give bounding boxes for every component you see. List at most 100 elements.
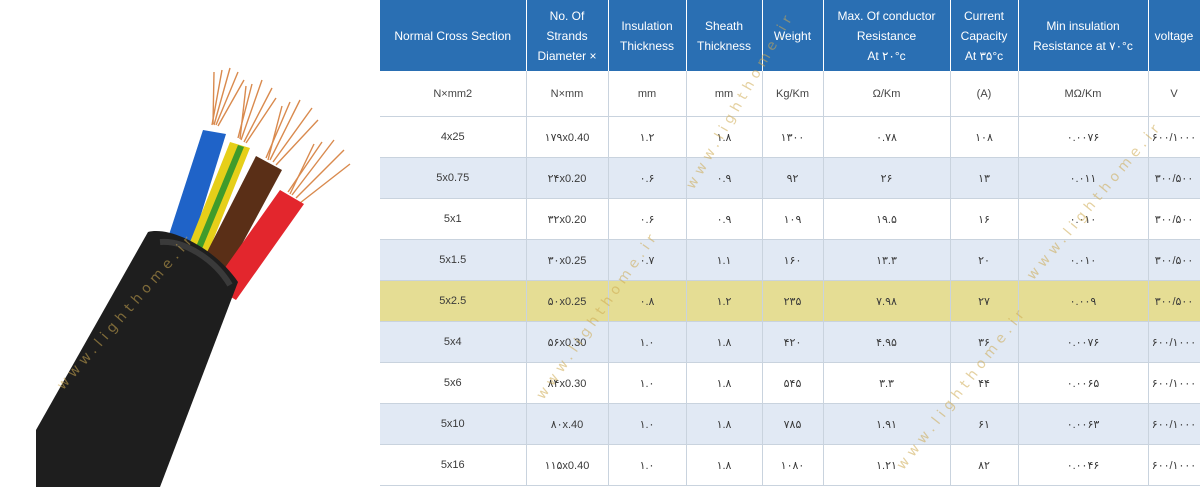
cell-current-capacity: ۶۱ (950, 403, 1019, 445)
cell-conductor-resistance: ۰.۷۸ (823, 116, 951, 158)
units-row: N×mm2 N×mm mm mm Kg/Km Ω/Km (A) MΩ/Km V (380, 71, 1200, 117)
cell-voltage: ۶۰۰/۱۰۰۰ (1148, 362, 1200, 404)
cell-cross-section: 5x2.5 (380, 280, 527, 322)
cell-insulation-resistance: ۰.۰۰۷۶ (1018, 321, 1149, 363)
table-row: 5x4 ۵۶x0.30 ۱.۰ ۱.۸ ۴۲۰ ۴.۹۵ ۳۶ ۰.۰۰۷۶ ۶۰۰/۱۰۰۰ (380, 321, 1200, 363)
cell-weight: ۲۳۵ (762, 280, 824, 322)
green-stripe (193, 145, 244, 256)
table-row: 5x10 ۸۰x.40 ۱.۰ ۱.۸ ۷۸۵ ۱.۹۱ ۶۱ ۰.۰۰۶۳ ۶۰۰/۱۰۰۰ (380, 403, 1200, 445)
cell-cross-section: 5x1 (380, 198, 527, 240)
cell-voltage: ۳۰۰/۵۰۰ (1148, 280, 1200, 322)
cell-cross-section: 5x4 (380, 321, 527, 363)
table-body: N×mm2 N×mm mm mm Kg/Km Ω/Km (A) MΩ/Km V 4x25 ۱۷۹x0… (380, 71, 1200, 486)
cell-conductor-resistance: ۱.۹۱ (823, 403, 951, 445)
cell-voltage: ۶۰۰/۱۰۰۰ (1148, 403, 1200, 445)
cell-insulation-resistance: ۰.۰۰۶۳ (1018, 403, 1149, 445)
cell-insulation-resistance: ۰.۰۱۰ (1018, 239, 1149, 281)
spec-table-container: Normal Cross Section No. Of Strands Diamete… (380, 0, 1200, 487)
header-line: Resistance (856, 28, 917, 43)
table-row: 4x25 ۱۷۹x0.40 ۱.۲ ۱.۸ ۱۳۰۰ ۰.۷۸ ۱۰۸ ۰.۰۰۷۶ ۶۰۰/۱… (380, 116, 1200, 158)
cell-strands: ۱۷۹x0.40 (526, 116, 609, 158)
cell-sheath-thickness: ۱.۸ (686, 403, 763, 445)
cell-strands: ۳۲x0.20 (526, 198, 609, 240)
cable-illustration (36, 67, 351, 487)
header-line: Current (963, 8, 1004, 23)
cell-weight: ۴۲۰ (762, 321, 824, 363)
cell-current-capacity: ۱۰۸ (950, 116, 1019, 158)
cell-current-capacity: ۳۶ (950, 321, 1019, 363)
unit-cell: (A) (950, 71, 1019, 117)
cell-strands: ۸۰x.40 (526, 403, 609, 445)
header-line: No. Of (549, 8, 585, 23)
table-row: 5x1 ۳۲x0.20 ۰.۶ ۰.۹ ۱۰۹ ۱۹.۵ ۱۶ ۰.۰۱۰ ۳۰۰/۵۰۰ (380, 198, 1200, 240)
cell-voltage: ۳۰۰/۵۰۰ (1148, 198, 1200, 240)
header-strands: No. Of Strands Diameter × (526, 0, 609, 71)
header-line: Thickness (696, 38, 752, 53)
unit-cell: N×mm (526, 71, 609, 117)
header-insulation-thickness: Insulation Thickness (608, 0, 687, 71)
cell-cross-section: 5x16 (380, 444, 527, 486)
cell-insulation-thickness: ۱.۰ (608, 444, 687, 486)
header-line: Thickness (619, 38, 675, 53)
cell-sheath-thickness: ۰.۹ (686, 198, 763, 240)
unit-cell: Ω/Km (823, 71, 951, 117)
cell-insulation-resistance: ۰.۰۰۶۵ (1018, 362, 1149, 404)
header-line: Weight (773, 28, 812, 43)
cell-sheath-thickness: ۱.۲ (686, 280, 763, 322)
cell-conductor-resistance: ۱۹.۵ (823, 198, 951, 240)
cell-insulation-resistance: ۰.۰۰۴۶ (1018, 444, 1149, 486)
header-sheath-thickness: Sheath Thickness (686, 0, 763, 71)
cell-insulation-thickness: ۱.۲ (608, 116, 687, 158)
header-line: Max. Of conductor (837, 8, 936, 23)
cable-spec-table: Normal Cross Section No. Of Strands Diamete… (380, 0, 1200, 486)
cell-insulation-thickness: ۰.۸ (608, 280, 687, 322)
header-row: Normal Cross Section No. Of Strands Diamete… (380, 0, 1200, 71)
table-row: 5x16 ۱۱۵x0.40 ۱.۰ ۱.۸ ۱۰۸۰ ۱.۲۱ ۸۲ ۰.۰۰۴۶ ۶۰۰/۱۰… (380, 444, 1200, 486)
cell-current-capacity: ۲۰ (950, 239, 1019, 281)
cell-voltage: ۶۰۰/۱۰۰۰ (1148, 116, 1200, 158)
cell-weight: ۱۳۰۰ (762, 116, 824, 158)
cell-insulation-resistance: ۰.۰۱۱ (1018, 157, 1149, 199)
cell-sheath-thickness: ۱.۸ (686, 321, 763, 363)
cell-current-capacity: ۱۶ (950, 198, 1019, 240)
header-line: At ۲۰°c (867, 48, 906, 63)
header-line: Capacity (960, 28, 1008, 43)
header-voltage: voltage (1148, 0, 1200, 71)
black-jacket (36, 231, 238, 487)
cell-weight: ۷۸۵ (762, 403, 824, 445)
cell-conductor-resistance: ۷.۹۸ (823, 280, 951, 322)
table-row: 5x0.75 ۲۴x0.20 ۰.۶ ۰.۹ ۹۲ ۲۶ ۱۳ ۰.۰۱۱ ۳۰۰/۵۰۰ (380, 157, 1200, 199)
cell-voltage: ۳۰۰/۵۰۰ (1148, 157, 1200, 199)
cell-insulation-thickness: ۱.۰ (608, 321, 687, 363)
cell-insulation-resistance: ۰.۰۰۷۶ (1018, 116, 1149, 158)
header-weight: Weight (762, 0, 824, 71)
unit-cell: mm (686, 71, 763, 117)
header-current-capacity: Current Capacity At ۳۵°c (950, 0, 1019, 71)
cell-voltage: ۶۰۰/۱۰۰۰ (1148, 444, 1200, 486)
table-row: 5x1.5 ۳۰x0.25 ۰.۷ ۱.۱ ۱۶۰ ۱۳.۳ ۲۰ ۰.۰۱۰ ۳۰۰/۵۰۰ (380, 239, 1200, 281)
cable-photo: www.lighthome.ir (0, 0, 380, 487)
header-line: voltage (1154, 28, 1194, 43)
header-line: At ۳۵°c (964, 48, 1004, 63)
red-core (212, 190, 304, 300)
cell-insulation-thickness: ۰.۶ (608, 198, 687, 240)
header-line: Insulation (621, 18, 673, 33)
cell-strands: ۲۴x0.20 (526, 157, 609, 199)
cell-insulation-resistance: ۰.۰۰۹ (1018, 280, 1149, 322)
cell-sheath-thickness: ۱.۸ (686, 362, 763, 404)
header-conductor-resistance: Max. Of conductor Resistance At ۲۰°c (823, 0, 951, 71)
cell-cross-section: 5x6 (380, 362, 527, 404)
unit-cell: V (1148, 71, 1200, 117)
cell-insulation-thickness: ۱.۰ (608, 403, 687, 445)
cell-strands: ۸۴x0.30 (526, 362, 609, 404)
cell-conductor-resistance: ۴.۹۵ (823, 321, 951, 363)
cell-insulation-thickness: ۰.۷ (608, 239, 687, 281)
cell-weight: ۱۰۹ (762, 198, 824, 240)
cell-conductor-resistance: ۱۳.۳ (823, 239, 951, 281)
copper-strands (211, 67, 351, 204)
table-row: 5x2.5 ۵۰x0.25 ۰.۸ ۱.۲ ۲۳۵ ۷.۹۸ ۲۷ ۰.۰۰۹ ۳۰۰/۵۰۰ (380, 280, 1200, 322)
cell-insulation-resistance: ۰.۰۱۰ (1018, 198, 1149, 240)
header-line: Min insulation (1046, 18, 1120, 33)
cell-weight: ۹۲ (762, 157, 824, 199)
cell-weight: ۱۰۸۰ (762, 444, 824, 486)
